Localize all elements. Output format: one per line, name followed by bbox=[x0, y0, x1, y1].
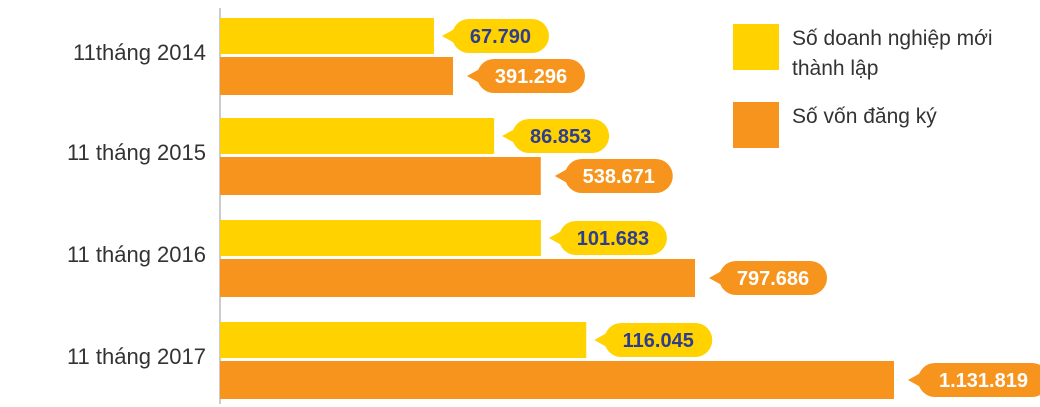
value-label-pointer bbox=[908, 370, 926, 390]
value-label-text: 101.683 bbox=[577, 228, 649, 250]
value-label-pointer bbox=[441, 26, 460, 46]
bar-registered-capital-1 bbox=[220, 157, 541, 195]
value-label-text: 391.296 bbox=[495, 66, 567, 88]
value-label-pill bbox=[451, 19, 549, 53]
category-label: 11tháng 2014 bbox=[73, 40, 206, 65]
bar-new-businesses-2 bbox=[220, 220, 541, 256]
category-labels: 11tháng 2014 11 tháng 2015 11 tháng 2016 11… bbox=[67, 40, 206, 369]
value-label-pill bbox=[558, 221, 667, 255]
value-label-pill bbox=[604, 323, 713, 357]
value-label-pointer bbox=[548, 228, 567, 248]
category-label: 11 tháng 2016 bbox=[67, 242, 206, 267]
bar-new-businesses-0 bbox=[220, 18, 434, 54]
value-label-text: 797.686 bbox=[737, 268, 809, 290]
bar-new-businesses-1 bbox=[220, 118, 495, 154]
value-label-pointer bbox=[502, 126, 521, 146]
legend: Số doanh nghiệp mới thành lập Số vốn đăng … bbox=[733, 24, 993, 148]
value-label-s1-0: 391.296 bbox=[467, 59, 586, 93]
value-label-pointer bbox=[594, 330, 613, 350]
bar-registered-capital-2 bbox=[220, 259, 696, 297]
category-label: 11 tháng 2015 bbox=[67, 140, 206, 165]
value-label-s1-3: 1.131.819 bbox=[908, 363, 1040, 397]
bar-new-businesses-3 bbox=[220, 322, 587, 358]
legend-label: Số vốn đăng ký bbox=[792, 105, 937, 128]
value-label-s0-2: 101.683 bbox=[548, 221, 667, 255]
value-label-s1-2: 797.686 bbox=[709, 261, 828, 295]
legend-swatch bbox=[733, 102, 779, 148]
category-label: 11 tháng 2017 bbox=[67, 344, 206, 369]
bar-registered-capital-3 bbox=[220, 361, 894, 399]
value-label-s0-1: 86.853 bbox=[502, 119, 610, 153]
legend-item-0: Số doanh nghiệp mới thành lập bbox=[733, 24, 993, 80]
legend-item-1: Số vốn đăng ký bbox=[733, 102, 937, 148]
value-label-pill bbox=[564, 159, 673, 193]
value-label-text: 67.790 bbox=[470, 26, 531, 48]
value-label-text: 538.671 bbox=[583, 166, 655, 188]
legend-swatch bbox=[733, 24, 779, 70]
value-label-s0-0: 67.790 bbox=[441, 19, 549, 53]
value-label-text: 1.131.819 bbox=[939, 370, 1028, 392]
legend-label: thành lập bbox=[792, 57, 878, 80]
bar-registered-capital-0 bbox=[220, 57, 454, 95]
legend-label: Số doanh nghiệp mới bbox=[792, 27, 993, 50]
value-label-pointer bbox=[554, 166, 573, 186]
value-label-text: 116.045 bbox=[623, 330, 694, 352]
value-label-pill bbox=[512, 119, 610, 153]
value-label-pill bbox=[477, 59, 586, 93]
value-label-pointer bbox=[467, 66, 486, 86]
value-label-pill bbox=[719, 261, 828, 295]
value-label-s0-3: 116.045 bbox=[594, 323, 713, 357]
value-label-text: 86.853 bbox=[530, 126, 591, 148]
value-label-s1-1: 538.671 bbox=[554, 159, 673, 193]
bars: 67.790 391.296 86.853 538.671 101.683 797.686… bbox=[220, 18, 1040, 399]
value-label-pointer bbox=[709, 268, 728, 288]
value-label-pill bbox=[918, 363, 1040, 397]
